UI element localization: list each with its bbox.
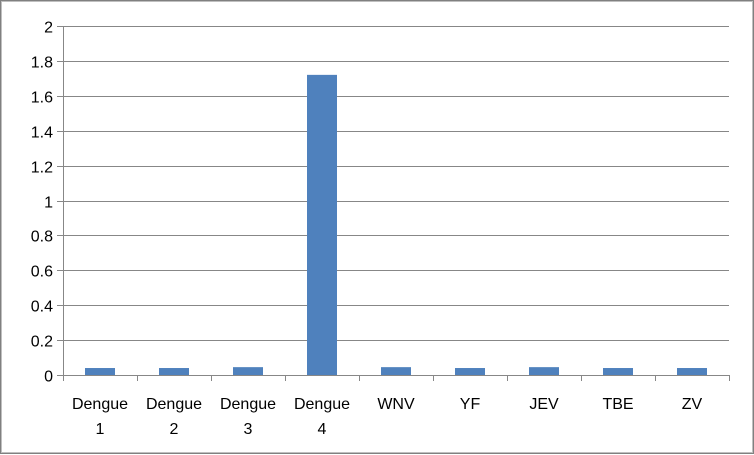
y-tick-labels: 0 0.2 0.4 0.6 0.8 1 1.2 1.4 1.6 1.8 2 (31, 20, 53, 386)
x-tick-label-3: Dengue 4 (294, 396, 350, 438)
x-tick-label-8: ZV (682, 396, 703, 413)
x-tick-label-4: WNV (377, 396, 415, 413)
x-tick-label-1: Dengue 2 (146, 396, 202, 438)
y-tick-label-9: 1.8 (31, 55, 53, 72)
bar-7 (603, 368, 633, 375)
y-tick-label-1: 0.2 (31, 334, 53, 351)
x-tick-label-6: JEV (529, 396, 559, 413)
bar-0 (85, 368, 115, 375)
y-tick-label-0: 0 (44, 369, 53, 386)
bar-3 (307, 74, 337, 376)
x-tick-label-7: TBE (602, 396, 633, 413)
x-tick-label-2: Dengue 3 (220, 396, 276, 438)
y-tick-label-3: 0.6 (31, 264, 53, 281)
y-tick-label-4: 0.8 (31, 229, 53, 246)
bar-5 (455, 368, 485, 375)
x-tick-labels: Dengue 1 Dengue 2 Dengue 3 Dengue 4 WNV YF JEV TBE Z… (72, 396, 703, 438)
bar-series (85, 74, 707, 376)
y-tick-label-2: 0.4 (31, 299, 53, 316)
y-tick-label-10: 2 (44, 20, 53, 37)
bar-4 (381, 367, 411, 375)
gridlines (63, 26, 729, 341)
bar-2 (233, 367, 263, 375)
bar-8 (677, 368, 707, 375)
bar-1 (159, 368, 189, 375)
x-tick-label-5: YF (460, 396, 481, 413)
y-tick-label-5: 1 (44, 195, 53, 212)
y-tick-label-7: 1.4 (31, 125, 53, 142)
y-tick-label-6: 1.2 (31, 160, 53, 177)
y-tick-label-8: 1.6 (31, 90, 53, 107)
bar-6 (529, 367, 559, 375)
axes (57, 26, 730, 381)
x-tick-label-0: Dengue 1 (72, 396, 128, 438)
